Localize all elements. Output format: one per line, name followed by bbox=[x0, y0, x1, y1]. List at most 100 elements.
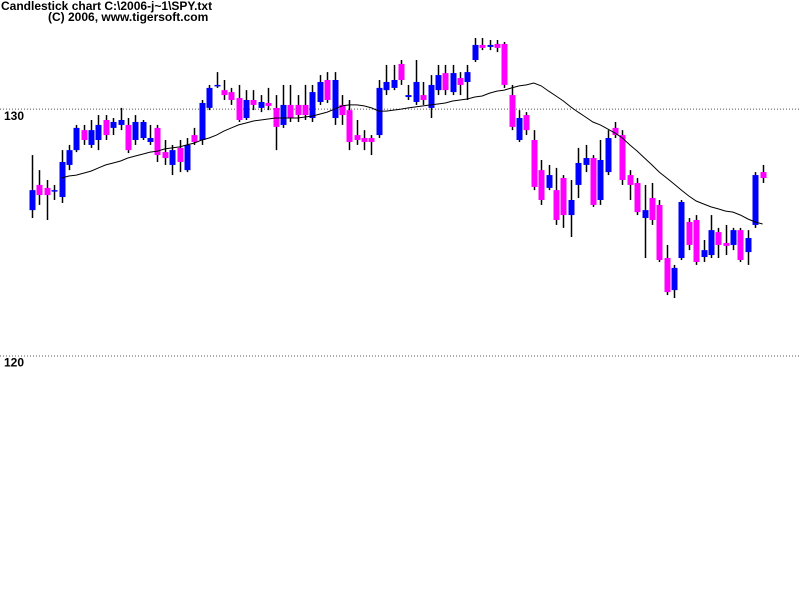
candle-body bbox=[627, 175, 634, 185]
candle-body bbox=[671, 267, 678, 291]
y-tick-label: 120 bbox=[4, 356, 24, 370]
candle-body bbox=[154, 127, 161, 156]
candle-body bbox=[708, 230, 715, 256]
candle-body bbox=[59, 161, 66, 198]
candle-body bbox=[745, 238, 752, 253]
moving-average-line bbox=[61, 82, 763, 225]
candle-body bbox=[760, 172, 767, 179]
candle-body bbox=[309, 92, 316, 119]
candle-body bbox=[147, 138, 154, 142]
candle-body bbox=[140, 121, 147, 139]
candle-body bbox=[516, 118, 523, 140]
candle-body bbox=[531, 140, 538, 187]
candle-body bbox=[575, 162, 582, 185]
candle-body bbox=[649, 198, 656, 220]
candle-body bbox=[368, 138, 375, 142]
candle-body bbox=[487, 44, 494, 47]
candle-body bbox=[538, 170, 545, 200]
candle-body bbox=[317, 81, 324, 102]
candle-body bbox=[634, 182, 641, 213]
candle-body bbox=[243, 100, 250, 119]
candle-body bbox=[280, 104, 287, 125]
candle-body bbox=[199, 102, 206, 140]
candle-body bbox=[752, 175, 759, 225]
candle-body bbox=[273, 107, 280, 127]
candle-body bbox=[177, 147, 184, 162]
candle-body bbox=[339, 104, 346, 116]
candle-body bbox=[258, 101, 265, 108]
candle-body bbox=[221, 90, 228, 96]
candle-body bbox=[332, 80, 339, 119]
candle-body bbox=[553, 190, 560, 220]
candle-body bbox=[295, 104, 302, 116]
candle-body bbox=[413, 81, 420, 102]
candle-body bbox=[656, 204, 663, 260]
candle-body bbox=[420, 95, 427, 100]
candle-body bbox=[450, 73, 457, 93]
candle-body bbox=[405, 95, 412, 98]
candle-body bbox=[442, 73, 449, 91]
candle-body bbox=[501, 43, 508, 85]
candle-body bbox=[457, 78, 464, 85]
candle-body bbox=[693, 220, 700, 262]
candle-body bbox=[73, 127, 80, 151]
candle-body bbox=[265, 102, 272, 106]
candle-body bbox=[110, 121, 117, 128]
candle-body bbox=[162, 152, 169, 159]
candle-body bbox=[214, 84, 221, 87]
candle-body bbox=[597, 160, 604, 200]
candle-body bbox=[730, 230, 737, 245]
candle-body bbox=[723, 242, 730, 246]
candle-body bbox=[642, 210, 649, 219]
candle-body bbox=[605, 138, 612, 173]
candle-body bbox=[44, 187, 51, 196]
candle-body bbox=[51, 190, 58, 192]
candle-body bbox=[464, 72, 471, 82]
candle-body bbox=[435, 75, 442, 91]
candle-body bbox=[583, 158, 590, 165]
candle-body bbox=[29, 190, 36, 211]
candle-body bbox=[184, 144, 191, 171]
candle-body bbox=[191, 135, 198, 142]
candle-body bbox=[346, 110, 353, 142]
candle-body bbox=[383, 81, 390, 91]
candle-body bbox=[737, 230, 744, 260]
candle-body bbox=[125, 124, 132, 151]
candle-body bbox=[701, 250, 708, 258]
candle-body bbox=[118, 120, 125, 125]
candle-body bbox=[36, 184, 43, 196]
candle-body bbox=[324, 80, 331, 100]
candle-body bbox=[678, 201, 685, 259]
candle-body bbox=[361, 138, 368, 142]
candle-body bbox=[132, 121, 139, 140]
candle-body bbox=[568, 200, 575, 216]
candle-body bbox=[523, 115, 530, 131]
candle-body bbox=[302, 104, 309, 116]
candle-body bbox=[612, 127, 619, 136]
candle-body bbox=[428, 84, 435, 108]
candle-body bbox=[391, 80, 398, 88]
candle-body bbox=[590, 158, 597, 205]
candle-body bbox=[619, 135, 626, 180]
candle-body bbox=[664, 258, 671, 293]
candle-body bbox=[354, 135, 361, 140]
candle-body bbox=[103, 120, 110, 136]
candle-body bbox=[250, 100, 257, 105]
candle-body bbox=[686, 221, 693, 245]
chart-subtitle: (C) 2006, www.tigersoft.com bbox=[48, 10, 208, 24]
y-tick-label: 130 bbox=[4, 109, 24, 123]
candle-body bbox=[88, 130, 95, 145]
candle-body bbox=[236, 98, 243, 120]
candle-body bbox=[546, 175, 553, 188]
candle-body bbox=[228, 92, 235, 100]
candle-body bbox=[169, 150, 176, 165]
chart-title: Candlestick chart C:\2006-j~1\SPY.txt bbox=[1, 0, 212, 13]
candle-body bbox=[472, 44, 479, 60]
candle-body bbox=[287, 104, 294, 119]
candle-body bbox=[560, 178, 567, 216]
candle-body bbox=[95, 124, 102, 140]
candle-body bbox=[509, 95, 516, 127]
